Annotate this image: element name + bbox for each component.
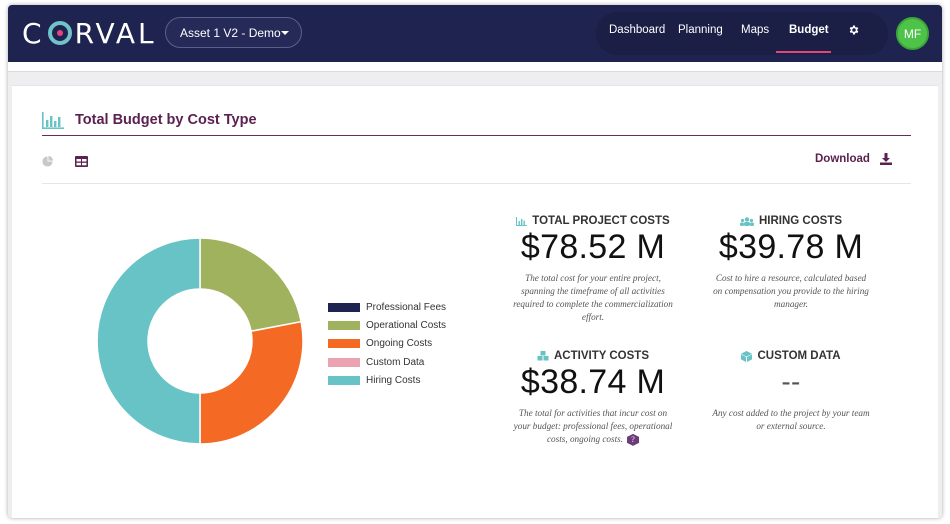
donut-slice-ongoing-costs[interactable] xyxy=(199,320,304,445)
title-divider xyxy=(42,135,911,136)
toolbar-divider xyxy=(42,183,911,184)
corval-logo[interactable]: C RVAL xyxy=(22,16,157,50)
sub-toolbar xyxy=(8,62,942,72)
bar-chart-icon xyxy=(42,112,64,129)
user-avatar[interactable]: MF xyxy=(896,17,929,50)
legend-swatch xyxy=(328,357,360,367)
nav-maps[interactable]: Maps xyxy=(741,24,770,36)
users-icon xyxy=(739,216,754,226)
card-title: Total Budget by Cost Type xyxy=(75,112,257,128)
table-view-toggle-icon[interactable] xyxy=(75,156,88,167)
legend-label: Ongoing Costs xyxy=(366,338,433,350)
asset-select-label: Asset 1 V2 - Demo xyxy=(180,25,281,40)
nav-dashboard[interactable]: Dashboard xyxy=(609,24,666,36)
stat-value: $78.52 M xyxy=(520,228,666,266)
legend-item[interactable]: Professional Fees xyxy=(328,298,446,316)
logo-ring-icon xyxy=(47,21,72,45)
legend-swatch xyxy=(328,320,360,330)
hiring-costs-stat: HIRING COSTS $39.78 M Cost to hire a res… xyxy=(711,215,871,311)
custom-data-stat: CUSTOM DATA -- Any cost added to the pro… xyxy=(711,350,871,433)
cubes-icon xyxy=(537,351,549,361)
donut-slice-hiring-costs[interactable] xyxy=(96,237,201,445)
legend-swatch xyxy=(328,302,360,312)
legend-item[interactable]: Operational Costs xyxy=(328,316,446,334)
legend-item[interactable]: Ongoing Costs xyxy=(328,335,446,353)
stat-value: $38.74 M xyxy=(520,363,666,401)
legend-label: Professional Fees xyxy=(366,301,447,313)
stat-title: TOTAL PROJECT COSTS xyxy=(532,215,670,227)
cube-icon xyxy=(741,350,753,362)
asset-select[interactable]: Asset 1 V2 - Demo xyxy=(165,17,302,48)
nav-budget[interactable]: Budget xyxy=(789,24,829,36)
stat-description: The total cost for your entire project, … xyxy=(513,273,673,322)
stat-description: Cost to hire a resource, calculated base… xyxy=(713,273,869,309)
budget-donut-chart xyxy=(96,237,304,445)
download-icon xyxy=(879,153,892,165)
stat-description: The total for activities that incur cost… xyxy=(513,407,673,446)
activity-costs-stat: ACTIVITY COSTS $38.74 M The total for ac… xyxy=(513,350,673,446)
help-icon[interactable]: ? xyxy=(627,433,640,446)
pie-chart-toggle-icon[interactable] xyxy=(42,156,53,167)
stat-description: Any cost added to the project by your te… xyxy=(712,408,870,431)
chart-legend: Professional Fees Operational Costs Ongoin… xyxy=(328,298,446,389)
legend-swatch xyxy=(328,339,360,349)
legend-item[interactable]: Custom Data xyxy=(328,353,446,371)
donut-slice-operational-costs[interactable] xyxy=(199,237,303,333)
legend-item[interactable]: Hiring Costs xyxy=(328,371,446,389)
gear-icon[interactable] xyxy=(848,24,860,36)
legend-label: Hiring Costs xyxy=(366,374,421,386)
bar-chart-icon xyxy=(516,216,528,226)
stat-value: $39.78 M xyxy=(718,228,864,266)
chevron-down-icon xyxy=(281,31,289,35)
download-label: Download xyxy=(815,153,870,165)
app-window: C RVAL Asset 1 V2 - Demo Dashboard Planni… xyxy=(8,5,942,518)
top-navbar: C RVAL Asset 1 V2 - Demo Dashboard Planni… xyxy=(8,5,942,62)
legend-label: Custom Data xyxy=(366,356,425,368)
download-button[interactable]: Download xyxy=(815,153,892,165)
stat-title: HIRING COSTS xyxy=(758,215,843,227)
nav-pill xyxy=(596,12,888,55)
stat-description-text: The total for activities that incur cost… xyxy=(513,408,673,444)
stat-title: CUSTOM DATA xyxy=(757,350,841,362)
nav-active-indicator xyxy=(776,51,831,53)
total-project-costs-stat: TOTAL PROJECT COSTS $78.52 M The total c… xyxy=(513,215,673,324)
legend-label: Operational Costs xyxy=(366,319,447,331)
stat-value: -- xyxy=(781,366,801,397)
nav-planning[interactable]: Planning xyxy=(678,24,723,36)
legend-swatch xyxy=(328,375,360,385)
stat-title: ACTIVITY COSTS xyxy=(554,350,649,362)
